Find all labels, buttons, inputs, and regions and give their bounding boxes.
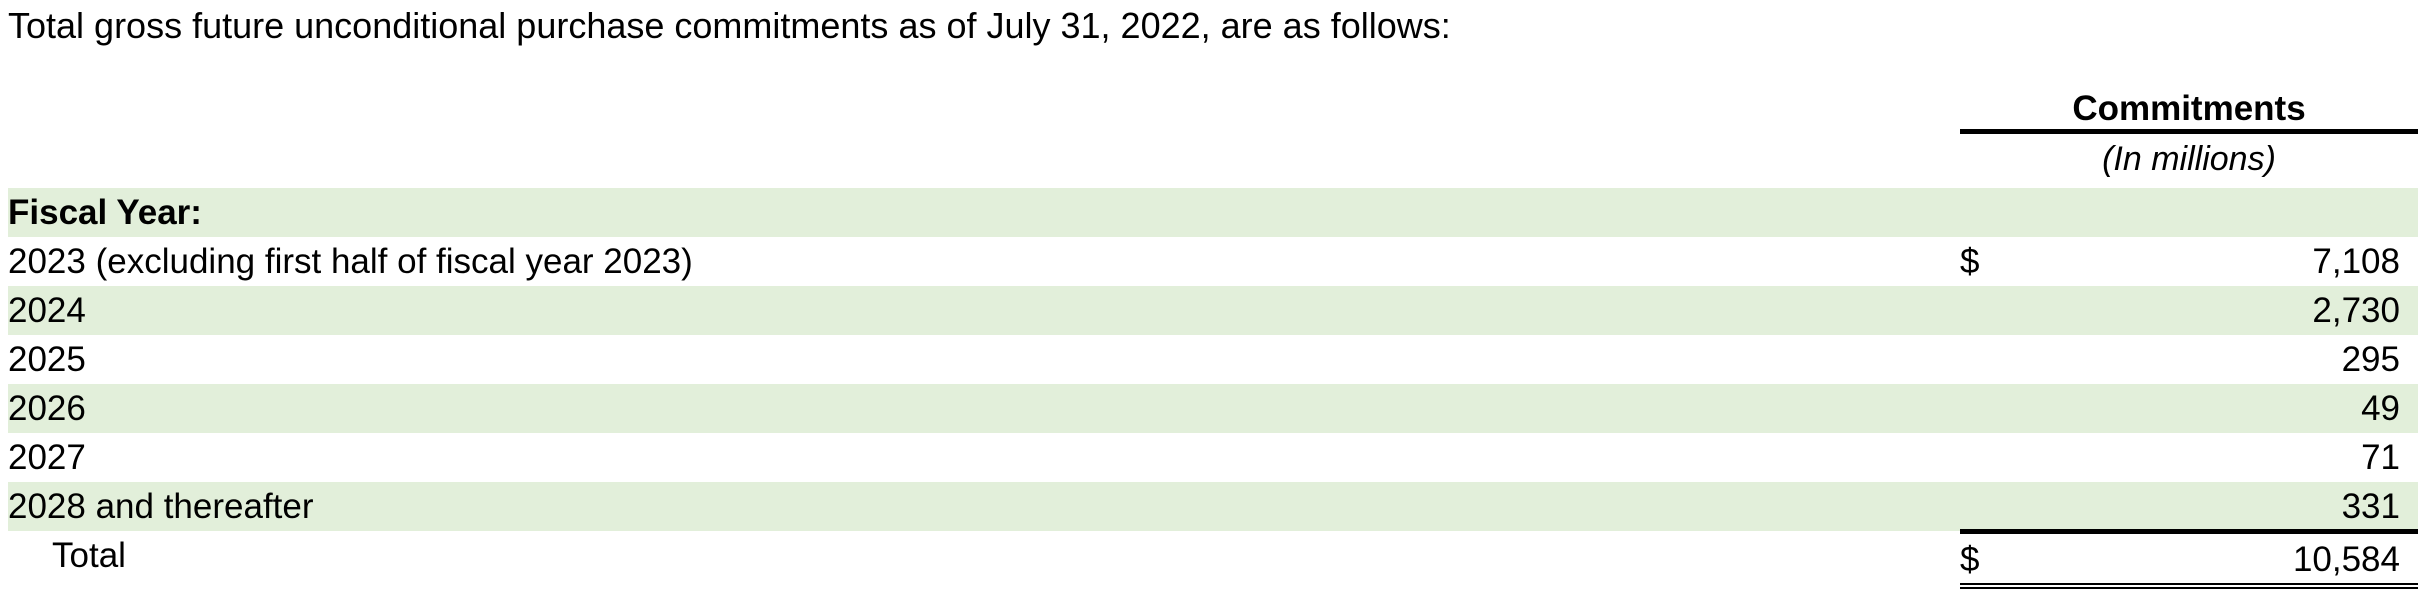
currency-symbol: $ xyxy=(1960,242,1980,281)
row-label: 2024 xyxy=(8,286,1952,335)
table-row: 2024 2,730 xyxy=(8,286,2418,335)
intro-text: Total gross future unconditional purchas… xyxy=(8,5,1451,46)
table-row: 2026 49 xyxy=(8,384,2418,433)
row-value: 295 xyxy=(2341,340,2400,379)
row-value: 49 xyxy=(2361,389,2400,428)
total-row: Total $ 10,584 xyxy=(8,529,2418,589)
table-row: 2028 and thereafter 331 xyxy=(8,482,2418,531)
currency-symbol: $ xyxy=(1960,540,1980,579)
column-unit: (In millions) xyxy=(2102,140,2276,178)
section-row: Fiscal Year: xyxy=(8,188,2418,237)
table-body: Fiscal Year: 2023 (excluding first half … xyxy=(8,188,2418,589)
row-value: 2,730 xyxy=(2312,291,2400,330)
total-value: 10,584 xyxy=(2292,540,2400,579)
row-value: 71 xyxy=(2361,438,2400,477)
row-value: 331 xyxy=(2341,487,2400,526)
row-value: 7,108 xyxy=(2312,242,2400,281)
total-label: Total xyxy=(52,536,126,575)
row-label: 2027 xyxy=(8,438,86,477)
row-label: 2026 xyxy=(8,384,1952,433)
table-row: 2025 295 xyxy=(8,335,2418,384)
table-header: Commitments (In millions) xyxy=(8,84,2418,178)
section-title: Fiscal Year: xyxy=(8,188,1952,237)
row-label: 2028 and thereafter xyxy=(8,482,1952,531)
commitments-table: Commitments (In millions) Fiscal Year: 2… xyxy=(8,84,2418,589)
table-row: 2023 (excluding first half of fiscal yea… xyxy=(8,237,2418,286)
table-row: 2027 71 xyxy=(8,433,2418,482)
row-label: 2025 xyxy=(8,340,86,379)
row-label: 2023 (excluding first half of fiscal yea… xyxy=(8,242,693,281)
column-header-commitments: Commitments xyxy=(1960,84,2418,134)
